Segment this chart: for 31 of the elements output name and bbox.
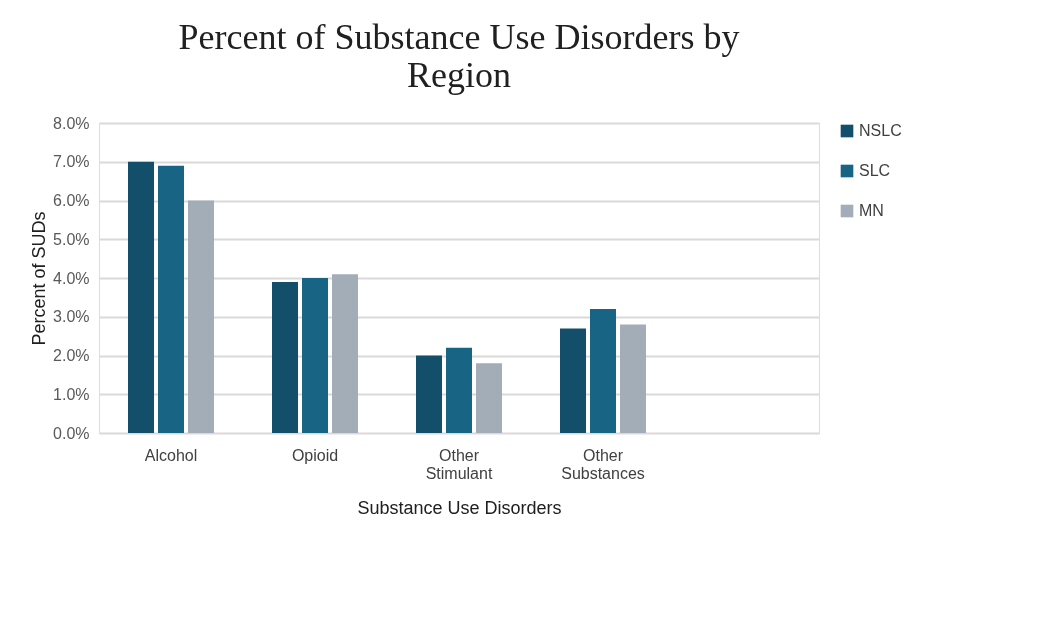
bar [188, 200, 214, 433]
x-axis-title: Substance Use Disorders [357, 497, 562, 518]
bar [590, 309, 616, 433]
bar [446, 347, 472, 433]
y-tick-label: 4.0% [53, 269, 90, 287]
y-tick-label: 7.0% [53, 153, 90, 171]
y-tick-label: 5.0% [53, 230, 90, 248]
y-tick-label: 2.0% [53, 347, 90, 364]
legend-label: MN [859, 202, 884, 219]
bar [128, 161, 154, 433]
bar [332, 274, 358, 433]
legend-label: SLC [859, 162, 891, 179]
y-tick-label: 3.0% [53, 308, 90, 326]
y-axis-title: Percent of SUDs [29, 211, 50, 346]
bar [476, 363, 502, 433]
bar [620, 324, 646, 433]
bar [272, 281, 298, 433]
legend-label: NSLC [859, 122, 902, 139]
y-tick-label: 6.0% [53, 192, 90, 209]
x-tick-label: Other Stimulant [425, 446, 493, 482]
x-tick-label: Alcohol [144, 446, 198, 464]
y-tick-label: 1.0% [53, 385, 90, 403]
bar [416, 355, 442, 433]
y-tick-label: 0.0% [53, 424, 90, 442]
bar [158, 165, 184, 433]
chart-title: Percent of Substance Use Disorders by Region [178, 17, 740, 95]
bar [560, 328, 586, 433]
x-tick-label: Other Substances [561, 446, 645, 482]
bar [302, 278, 328, 433]
y-tick-label: 8.0% [53, 114, 90, 132]
x-tick-label: Opioid [291, 446, 339, 464]
